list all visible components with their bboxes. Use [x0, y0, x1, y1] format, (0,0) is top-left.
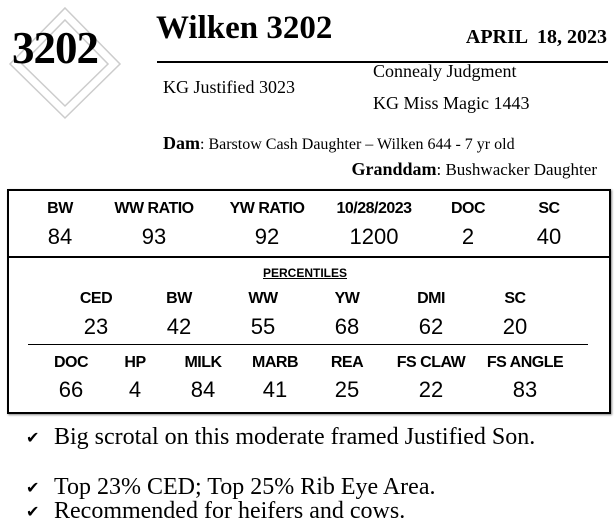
percentile-label: FS CLAW — [396, 354, 466, 371]
percentile-label: HP — [124, 354, 146, 371]
percentile-divider — [28, 344, 588, 345]
percentile-value: 68 — [334, 314, 360, 339]
stat-value: 40 — [536, 224, 562, 249]
checkmark-icon: ✔ — [26, 478, 40, 497]
stat-label: SC — [538, 200, 560, 217]
granddam-value: : Bushwacker Daughter — [436, 160, 597, 179]
dam-line: Dam: Barstow Cash Daughter – Wilken 644 … — [163, 133, 515, 154]
percentile-value: 25 — [334, 377, 360, 402]
dam-label: Dam — [163, 133, 200, 153]
percentile-label: FS ANGLE — [486, 354, 564, 371]
stat-label: DOC — [450, 200, 486, 217]
stat-label: BW — [47, 200, 73, 217]
granddam-label: Granddam — [351, 159, 437, 179]
percentile-value: 41 — [262, 377, 288, 402]
sale-date: APRIL 18, 2023 — [465, 26, 607, 48]
percentiles-heading: PERCENTILES — [262, 266, 348, 280]
percentile-label: DOC — [53, 354, 89, 371]
stat-label: 10/28/2023 — [336, 200, 412, 217]
stats-box — [7, 189, 611, 414]
animal-title: Wilken 3202 — [156, 10, 333, 46]
dam-value: : Barstow Cash Daughter – Wilken 644 - 7… — [200, 136, 515, 153]
stat-label: YW RATIO — [229, 200, 305, 217]
percentile-label: BW — [166, 290, 192, 307]
stat-value: 1200 — [349, 224, 399, 249]
sire-dam: KG Miss Magic 1443 — [373, 93, 530, 113]
stats-divider — [7, 256, 610, 258]
percentile-value: 55 — [250, 314, 276, 339]
stat-value: 92 — [254, 224, 280, 249]
percentile-label: REA — [330, 354, 364, 371]
stat-label: WW RATIO — [114, 200, 194, 217]
stat-value: 84 — [47, 224, 73, 249]
percentile-value: 66 — [58, 377, 84, 402]
stat-value: 2 — [461, 224, 475, 249]
stat-value: 93 — [141, 224, 167, 249]
percentile-label: MILK — [184, 354, 222, 371]
percentile-value: 62 — [418, 314, 444, 339]
percentile-value: 22 — [418, 377, 444, 402]
checkmark-icon: ✔ — [26, 502, 40, 521]
tag-number: 3202 — [12, 23, 99, 73]
percentile-label: SC — [504, 290, 526, 307]
percentile-label: CED — [79, 290, 113, 307]
percentile-value: 83 — [512, 377, 538, 402]
granddam-line: Granddam: Bushwacker Daughter — [351, 159, 597, 180]
percentile-label: WW — [248, 290, 278, 307]
percentile-value: 23 — [83, 314, 109, 339]
percentile-value: 4 — [128, 377, 142, 402]
percentile-value: 84 — [190, 377, 216, 402]
percentile-label: MARB — [252, 354, 299, 371]
percentile-value: 20 — [502, 314, 528, 339]
percentile-value: 42 — [166, 314, 192, 339]
title-divider — [157, 61, 608, 63]
sire: KG Justified 3023 — [163, 77, 295, 97]
percentile-label: DMI — [417, 290, 445, 307]
diamond-watermark-icon — [8, 6, 122, 120]
sire-sire: Connealy Judgment — [373, 61, 517, 81]
checkmark-icon: ✔ — [26, 428, 40, 447]
percentile-label: YW — [334, 290, 360, 307]
